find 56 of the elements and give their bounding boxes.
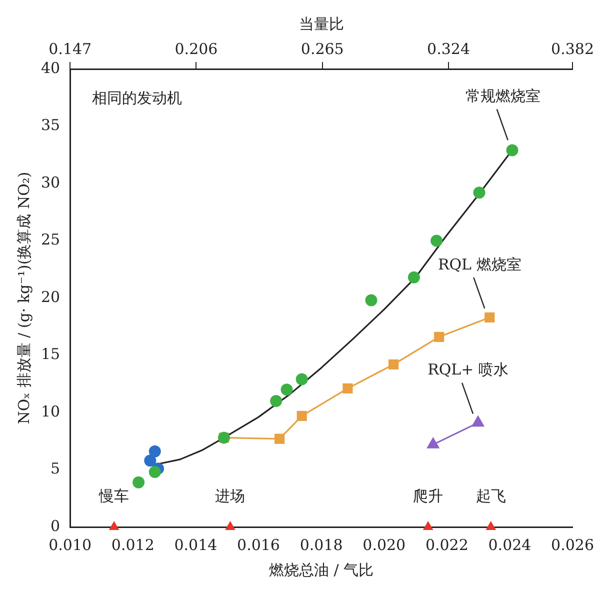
x-tick-label: 0.010 [48,536,92,554]
point [296,410,307,421]
annotation: 相同的发动机 [92,88,182,107]
y-axis-title: NOₓ 排放量 / (g· kg⁻¹)(换算成 NO₂) [14,172,33,424]
y-tick-label: 25 [40,230,60,249]
x-tick-label: 0.026 [551,536,594,554]
y-tick-label: 20 [40,288,60,306]
point [484,312,495,323]
point [388,359,399,370]
annotation: 慢车 [98,486,130,505]
annotation: 进场 [215,486,246,505]
y-tick-label: 10 [40,402,60,420]
y-tick-label: 35 [40,116,60,134]
point [506,144,518,156]
x-axis-title: 燃烧总油 / 气比 [269,560,374,579]
x-tick-label: 0.018 [300,536,343,554]
y-tick-label: 15 [40,345,60,364]
point [148,466,161,478]
point [132,476,145,488]
point [486,521,496,530]
x-tick-label: 0.016 [237,536,280,554]
point [408,271,420,284]
y-tick-label: 0 [50,516,60,535]
y-tick-label: 30 [40,173,60,192]
point [296,373,308,386]
x-tick-label: 0.014 [174,536,218,554]
x2-tick-label: 0.206 [174,40,218,58]
point [225,521,236,530]
x-tick-label: 0.022 [425,536,468,554]
point [144,454,156,467]
x-tick-label: 0.020 [362,536,406,554]
point [274,434,285,444]
text: RQL 燃烧室 [438,255,522,274]
point [148,445,161,458]
point [434,332,444,342]
y-tick-label: 5 [50,460,60,478]
point [473,186,486,199]
x-tick-label: 0.024 [488,536,532,554]
x2-axis-title: 当量比 [298,14,344,33]
point [270,395,282,408]
text: RQL+ 喷水 [428,360,508,379]
point [430,234,443,247]
x2-tick-label: 0.324 [427,40,470,58]
y-tick-label: 40 [40,58,60,77]
point [342,383,353,394]
point [280,384,293,396]
x2-tick-label: 0.382 [551,40,594,58]
x2-tick-label: 0.265 [300,40,344,58]
x-tick-label: 0.012 [111,536,154,554]
annotation: 爬升 [413,486,444,505]
point [365,294,378,306]
x2-tick-label: 0.147 [48,40,92,58]
annotation: 起飞 [476,486,506,505]
point [108,521,120,530]
text: 常规燃烧室 [465,87,540,106]
point [422,521,434,530]
